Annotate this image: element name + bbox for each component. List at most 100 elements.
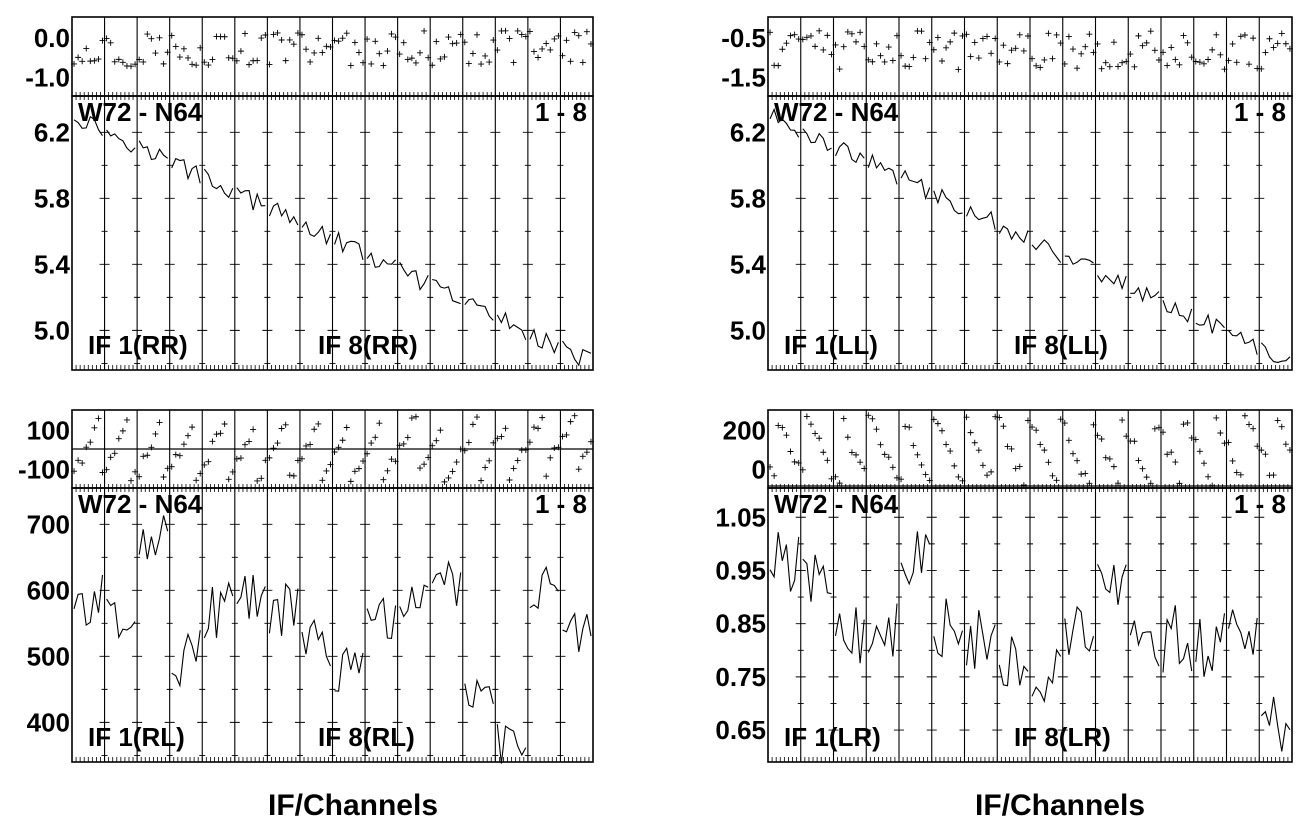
phase-marker xyxy=(1241,32,1248,39)
phase-marker xyxy=(103,35,110,42)
phase-marker xyxy=(258,35,265,42)
phase-marker xyxy=(1033,62,1040,69)
amplitude-series-if-15 xyxy=(529,565,559,610)
amplitude-series-if-1 xyxy=(73,574,104,627)
phase-y-tick-label: 0 xyxy=(752,455,766,485)
phase-marker xyxy=(979,462,986,469)
phase-marker xyxy=(971,439,978,446)
phase-marker xyxy=(583,449,590,456)
phase-marker xyxy=(303,442,310,449)
phase-marker xyxy=(1160,49,1167,56)
phase-marker xyxy=(347,478,354,485)
phase-marker xyxy=(1221,440,1228,447)
if-last-label: IF 8(LR) xyxy=(1014,722,1111,752)
phase-marker xyxy=(1119,417,1126,424)
phase-marker xyxy=(412,59,419,66)
phase-marker xyxy=(955,66,962,73)
phase-marker xyxy=(79,58,86,65)
phase-marker xyxy=(955,473,962,480)
phase-marker xyxy=(294,30,301,37)
amplitude-y-tick-label: 5.4 xyxy=(730,249,767,279)
phase-marker xyxy=(225,54,232,61)
phase-marker xyxy=(250,426,257,433)
amplitude-series-if-3 xyxy=(834,142,865,164)
phase-marker xyxy=(421,27,428,34)
amplitude-y-tick-label: 0.85 xyxy=(715,609,766,639)
phase-marker xyxy=(197,470,204,477)
phase-marker xyxy=(1274,417,1281,424)
phase-marker xyxy=(1270,44,1277,51)
phase-marker xyxy=(323,467,330,474)
phase-marker xyxy=(816,435,823,442)
phase-marker xyxy=(967,53,974,60)
phase-marker xyxy=(339,35,346,42)
phase-marker xyxy=(1209,46,1216,53)
phase-marker xyxy=(885,44,892,51)
phase-marker xyxy=(229,55,236,62)
phase-marker xyxy=(205,62,212,69)
phase-marker xyxy=(828,475,835,482)
phase-marker xyxy=(1135,457,1142,464)
phase-marker xyxy=(311,49,318,56)
phase-marker xyxy=(473,31,480,38)
amplitude-series-if-3 xyxy=(138,140,169,161)
phase-marker xyxy=(571,29,578,36)
phase-marker xyxy=(1254,443,1261,450)
phase-marker xyxy=(1147,28,1154,35)
phase-marker xyxy=(510,465,517,472)
phase-marker xyxy=(971,39,978,46)
phase-marker xyxy=(865,56,872,63)
phase-marker xyxy=(343,30,350,37)
phase-marker xyxy=(918,461,925,468)
if-first-label: IF 1(RL) xyxy=(88,722,185,752)
phase-marker xyxy=(502,425,509,432)
phase-marker xyxy=(388,30,395,37)
phase-marker xyxy=(339,437,346,444)
phase-marker xyxy=(115,56,122,63)
amplitude-y-tick-label: 5.8 xyxy=(34,183,70,213)
if-last-label: IF 8(LL) xyxy=(1014,330,1108,360)
phase-marker xyxy=(465,60,472,67)
phase-marker xyxy=(278,37,285,44)
amplitude-series-if-1 xyxy=(73,115,103,137)
amplitude-y-tick-label: 0.65 xyxy=(715,715,766,745)
phase-marker xyxy=(335,444,342,451)
phase-marker xyxy=(490,37,497,44)
phase-marker xyxy=(1188,434,1195,441)
phase-marker xyxy=(1094,432,1101,439)
phase-marker xyxy=(465,439,472,446)
phase-marker xyxy=(469,421,476,428)
phase-marker xyxy=(1262,49,1269,56)
phase-marker xyxy=(193,62,200,69)
phase-marker xyxy=(331,449,338,456)
phase-marker xyxy=(526,28,533,35)
phase-marker xyxy=(873,426,880,433)
phase-marker xyxy=(530,48,537,55)
phase-marker xyxy=(832,473,839,480)
phase-marker xyxy=(1237,33,1244,40)
phase-marker xyxy=(164,49,171,56)
phase-marker xyxy=(506,35,513,42)
phase-marker xyxy=(1192,58,1199,65)
phase-marker xyxy=(331,37,338,44)
phase-marker xyxy=(791,458,798,465)
phase-marker xyxy=(522,447,529,454)
phase-marker xyxy=(1037,64,1044,71)
phase-marker xyxy=(1086,31,1093,38)
amplitude-y-tick-label: 5.8 xyxy=(730,183,766,213)
phase-marker xyxy=(1233,59,1240,66)
phase-marker xyxy=(91,424,98,431)
phase-marker xyxy=(396,442,403,449)
phase-marker xyxy=(364,450,371,457)
amplitude-series-if-1 xyxy=(769,107,800,138)
phase-marker xyxy=(877,52,884,59)
phase-marker xyxy=(543,40,550,47)
phase-marker xyxy=(258,475,265,482)
phase-marker xyxy=(1029,55,1036,62)
phase-marker xyxy=(947,38,954,45)
amplitude-series-if-12 xyxy=(432,278,461,305)
phase-marker xyxy=(1168,449,1175,456)
phase-marker xyxy=(1205,56,1212,63)
phase-marker xyxy=(1221,66,1228,73)
phase-marker xyxy=(408,415,415,422)
